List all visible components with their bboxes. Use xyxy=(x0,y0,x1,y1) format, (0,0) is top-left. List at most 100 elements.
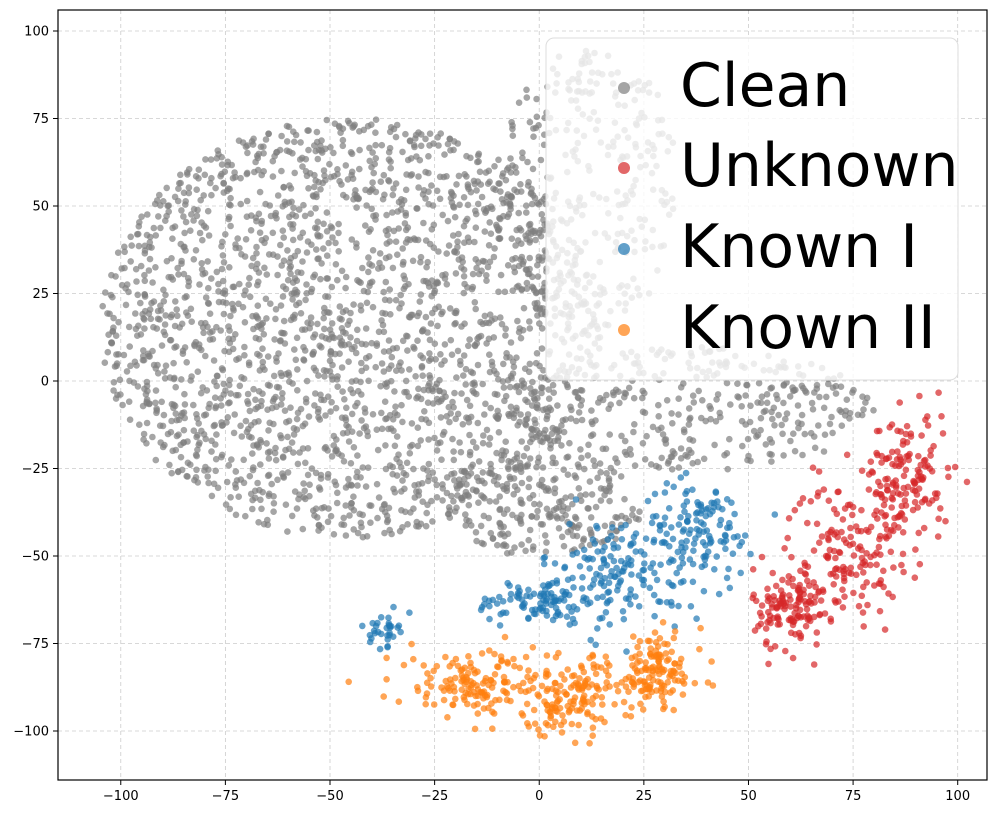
data-point xyxy=(483,340,490,347)
data-point xyxy=(404,156,412,164)
data-point xyxy=(589,732,596,739)
data-point xyxy=(452,415,460,423)
data-point xyxy=(415,309,423,317)
data-point xyxy=(697,624,704,632)
data-point xyxy=(253,250,260,257)
data-point xyxy=(495,156,502,164)
data-point xyxy=(480,432,487,439)
data-point xyxy=(535,726,542,733)
data-point xyxy=(226,505,234,513)
data-point xyxy=(565,603,573,611)
data-point xyxy=(580,683,587,690)
data-point xyxy=(384,643,391,650)
data-point xyxy=(378,317,385,324)
data-point xyxy=(130,379,138,386)
data-point xyxy=(562,416,569,423)
data-point xyxy=(458,480,465,488)
data-point xyxy=(909,506,917,514)
data-point xyxy=(315,521,323,529)
data-point xyxy=(332,404,340,412)
data-point xyxy=(484,180,492,187)
data-point xyxy=(642,693,649,701)
data-point xyxy=(849,503,857,511)
data-point xyxy=(689,460,696,467)
data-point xyxy=(630,533,638,541)
data-point xyxy=(746,418,754,426)
data-point xyxy=(431,434,438,442)
data-point xyxy=(625,384,633,392)
data-point xyxy=(259,363,267,371)
data-point xyxy=(439,497,446,504)
data-point xyxy=(606,482,614,489)
data-point xyxy=(560,428,568,436)
data-point xyxy=(513,404,520,412)
data-point xyxy=(630,394,638,402)
data-point xyxy=(168,273,175,281)
data-point xyxy=(385,614,392,622)
data-point xyxy=(657,561,664,568)
data-point xyxy=(452,674,459,682)
data-point xyxy=(860,623,867,630)
data-point xyxy=(736,542,743,550)
data-point xyxy=(463,481,470,488)
data-point xyxy=(847,570,855,577)
data-point xyxy=(289,296,296,303)
data-point xyxy=(227,312,234,320)
data-point xyxy=(452,695,459,703)
data-point xyxy=(558,671,565,678)
data-point xyxy=(305,185,312,192)
data-point xyxy=(846,541,854,549)
data-point xyxy=(316,416,324,423)
data-point xyxy=(533,305,540,313)
data-point xyxy=(661,514,669,521)
data-point xyxy=(556,704,564,712)
data-point xyxy=(448,351,456,359)
data-point xyxy=(501,288,509,296)
data-point xyxy=(446,418,453,426)
data-point xyxy=(558,442,565,449)
data-point xyxy=(590,576,598,583)
data-point xyxy=(625,555,632,562)
data-point xyxy=(533,514,540,521)
data-point xyxy=(190,401,197,409)
data-point xyxy=(274,271,281,279)
data-point xyxy=(178,376,185,383)
data-point xyxy=(832,554,839,562)
data-point xyxy=(621,389,628,397)
data-point xyxy=(390,125,398,133)
data-point xyxy=(505,465,512,473)
data-point xyxy=(628,654,636,662)
data-point xyxy=(434,279,442,287)
data-point xyxy=(486,311,494,319)
series-unknown xyxy=(749,389,971,668)
data-point xyxy=(483,277,490,285)
data-point xyxy=(372,141,379,149)
data-point xyxy=(285,123,293,131)
data-point xyxy=(220,310,228,318)
data-point xyxy=(525,178,532,186)
data-point xyxy=(202,156,209,163)
data-point xyxy=(664,641,671,648)
data-point xyxy=(208,275,215,282)
data-point xyxy=(353,244,360,251)
data-point xyxy=(180,213,187,220)
data-point xyxy=(813,641,820,648)
data-point xyxy=(768,451,775,459)
data-point xyxy=(807,592,814,600)
data-point xyxy=(677,384,685,391)
data-point xyxy=(840,536,848,543)
data-point xyxy=(758,602,766,609)
data-point xyxy=(479,439,487,447)
data-point xyxy=(380,693,388,700)
data-point xyxy=(440,696,448,704)
data-point xyxy=(270,372,278,380)
data-point xyxy=(883,526,891,533)
data-point xyxy=(578,416,586,424)
data-point xyxy=(802,571,810,578)
data-point xyxy=(501,679,508,686)
data-point xyxy=(218,402,225,409)
data-point xyxy=(177,453,185,461)
data-point xyxy=(439,211,447,219)
data-point xyxy=(385,225,392,233)
data-point xyxy=(331,120,339,127)
